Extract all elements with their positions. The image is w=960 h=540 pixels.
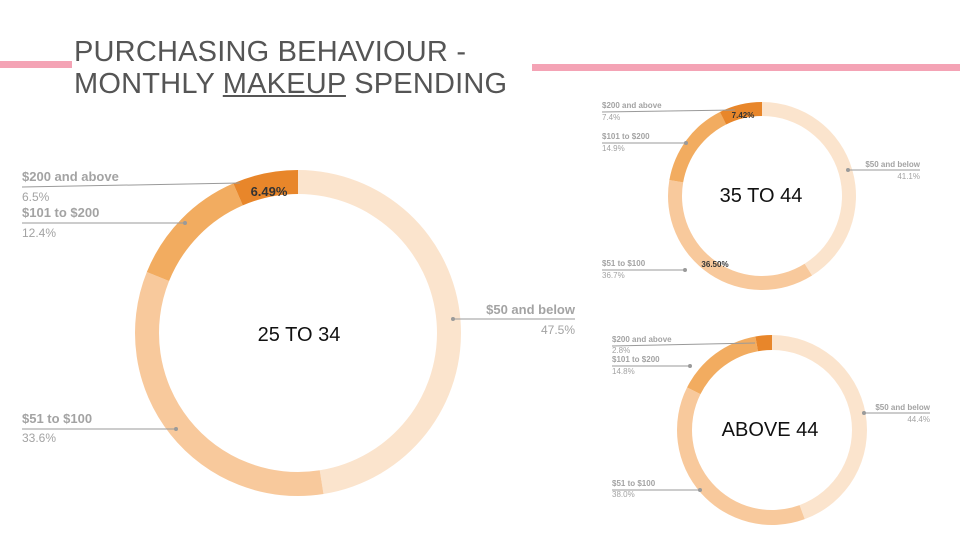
slide-title-line1: PURCHASING BEHAVIOUR - bbox=[74, 36, 467, 68]
slide-title-line2-part1: MONTHLY bbox=[74, 68, 223, 100]
slice-101-to-200 bbox=[146, 183, 243, 282]
donut-center-label: 35 TO 44 bbox=[720, 185, 803, 207]
slice-data-label-200-and-above: 7.42% bbox=[732, 111, 755, 120]
leader-line-200-and-above bbox=[601, 109, 736, 113]
slice-51-to-100 bbox=[135, 272, 324, 496]
slice-label-51-to-100: $51 to $100 bbox=[602, 259, 646, 268]
leader-dot-101-to-200 bbox=[183, 221, 187, 225]
slice-label-101-to-200: $101 to $200 bbox=[612, 355, 660, 364]
slice-value-50-and-below: 41.1% bbox=[897, 172, 920, 181]
slice-value-101-to-200: 14.8% bbox=[612, 367, 635, 376]
slice-label-200-and-above: $200 and above bbox=[22, 169, 119, 184]
slice-value-51-to-100: 33.6% bbox=[22, 431, 56, 445]
leader-line-200-and-above bbox=[611, 342, 756, 347]
accent-line-left bbox=[0, 61, 72, 68]
leader-dot-101-to-200 bbox=[684, 141, 688, 145]
slice-51-to-100 bbox=[667, 179, 813, 291]
slice-label-51-to-100: $51 to $100 bbox=[612, 479, 656, 488]
leader-dot-101-to-200 bbox=[688, 364, 692, 368]
slice-200-and-above bbox=[719, 102, 762, 125]
leader-dot-50-and-below bbox=[451, 317, 455, 321]
slice-label-50-and-below: $50 and below bbox=[865, 160, 920, 169]
leader-dot-50-and-below bbox=[862, 411, 866, 415]
slice-50-and-below bbox=[772, 335, 867, 520]
slice-label-101-to-200: $101 to $200 bbox=[602, 132, 650, 141]
slice-50-and-below bbox=[298, 170, 461, 494]
slide-title: PURCHASING BEHAVIOUR - MONTHLY MAKEUP SP… bbox=[74, 36, 507, 100]
leader-dot-50-and-below bbox=[846, 168, 850, 172]
leader-dot-51-to-100 bbox=[683, 268, 687, 272]
slice-label-200-and-above: $200 and above bbox=[602, 101, 662, 110]
slice-label-200-and-above: $200 and above bbox=[612, 335, 672, 344]
slice-data-label-51-to-100: 36.50% bbox=[701, 260, 728, 269]
donut-center-label: ABOVE 44 bbox=[722, 419, 819, 441]
slide-title-line2: MONTHLY MAKEUP SPENDING bbox=[74, 68, 507, 100]
slice-label-51-to-100: $51 to $100 bbox=[22, 411, 92, 426]
slice-200-and-above bbox=[755, 335, 772, 352]
slice-value-50-and-below: 47.5% bbox=[541, 323, 575, 337]
donut-center-label: 25 TO 34 bbox=[258, 324, 341, 346]
slice-label-101-to-200: $101 to $200 bbox=[22, 205, 99, 220]
slice-50-and-below bbox=[762, 102, 856, 276]
donut-chart-1: $50 and below 47.5% $51 to $100 33.6% $101 t… bbox=[21, 169, 576, 496]
slide-title-line2-underlined: MAKEUP bbox=[222, 68, 346, 100]
leader-dot-51-to-100 bbox=[698, 488, 702, 492]
accent-line-right bbox=[532, 64, 960, 71]
slice-value-200-and-above: 7.4% bbox=[602, 113, 620, 122]
donut-chart-2: $50 and below 41.1% $51 to $100 36.7% 36.50%… bbox=[601, 101, 921, 291]
slice-101-to-200 bbox=[687, 336, 758, 395]
slice-value-50-and-below: 44.4% bbox=[907, 415, 930, 424]
slice-data-label-200-and-above: 6.49% bbox=[251, 184, 288, 199]
slice-200-and-above bbox=[233, 170, 298, 206]
slice-label-50-and-below: $50 and below bbox=[486, 302, 576, 317]
slice-51-to-100 bbox=[677, 387, 805, 525]
leader-line-200-and-above bbox=[21, 182, 241, 188]
slice-label-50-and-below: $50 and below bbox=[875, 403, 930, 412]
slide-title-line2-part3: SPENDING bbox=[345, 68, 508, 100]
leader-dot-51-to-100 bbox=[174, 427, 178, 431]
slice-value-101-to-200: 14.9% bbox=[602, 144, 625, 153]
slice-value-51-to-100: 36.7% bbox=[602, 271, 625, 280]
donut-chart-3: $50 and below 44.4% $51 to $100 38.0% $101 t… bbox=[611, 335, 931, 525]
slice-value-101-to-200: 12.4% bbox=[22, 226, 56, 240]
slice-value-200-and-above: 2.8% bbox=[612, 346, 630, 355]
slice-value-200-and-above: 6.5% bbox=[22, 190, 50, 204]
slice-101-to-200 bbox=[669, 111, 727, 183]
slice-value-51-to-100: 38.0% bbox=[612, 490, 635, 499]
